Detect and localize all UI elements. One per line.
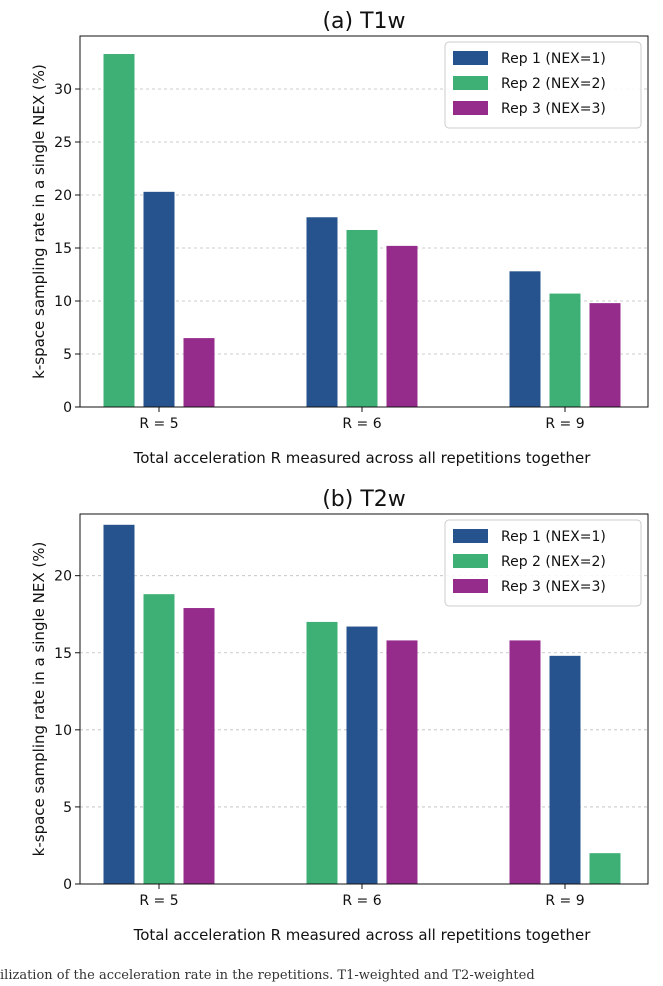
bar bbox=[306, 217, 338, 407]
bar bbox=[183, 608, 215, 884]
y-tick-label: 15 bbox=[54, 241, 72, 257]
plot-frame bbox=[79, 35, 649, 408]
bar bbox=[386, 245, 418, 407]
bar bbox=[143, 191, 175, 407]
y-tick-label: 5 bbox=[63, 800, 72, 816]
bar bbox=[103, 54, 135, 408]
y-tick-label: 25 bbox=[54, 135, 72, 151]
y-axis-label: k-space sampling rate in a single NEX (%… bbox=[30, 542, 48, 857]
legend-label: Rep 2 (NEX=2) bbox=[501, 76, 606, 92]
legend-swatch bbox=[453, 101, 488, 115]
legend-swatch bbox=[453, 76, 488, 90]
chart-title: (b) T2w bbox=[322, 487, 406, 512]
y-tick-label: 10 bbox=[54, 723, 72, 739]
y-tick-label: 5 bbox=[63, 347, 72, 363]
bar bbox=[103, 524, 135, 884]
chart-panel-2: R = 5 R = 6 R = 9 0 5 10 15 20 (b) T2w Total acce… bbox=[30, 487, 649, 944]
x-tick-label: R = 5 bbox=[139, 416, 178, 432]
bar bbox=[549, 655, 581, 884]
bar bbox=[386, 640, 418, 884]
bar bbox=[183, 338, 215, 407]
x-axis-label: Total acceleration R measured across all… bbox=[133, 926, 592, 944]
legend-swatch bbox=[453, 554, 488, 568]
y-tick-label: 0 bbox=[63, 400, 72, 416]
plot-frame bbox=[79, 513, 649, 885]
bar bbox=[143, 594, 175, 884]
bar bbox=[549, 293, 581, 407]
bar bbox=[509, 640, 541, 884]
legend-label: Rep 3 (NEX=3) bbox=[501, 579, 606, 595]
figure-caption: ilization of the acceleration rate in th… bbox=[0, 968, 535, 983]
y-tick-label: 20 bbox=[54, 569, 72, 585]
y-tick-label: 10 bbox=[54, 294, 72, 310]
bar bbox=[589, 303, 621, 407]
legend-swatch bbox=[453, 579, 488, 593]
legend-swatch bbox=[453, 51, 488, 65]
chart-title: (a) T1w bbox=[322, 9, 405, 34]
legend-box bbox=[444, 41, 642, 129]
bar bbox=[509, 271, 541, 407]
legend-label: Rep 2 (NEX=2) bbox=[501, 554, 606, 570]
x-tick-label: R = 5 bbox=[139, 893, 178, 909]
bar bbox=[346, 229, 378, 407]
legend-box bbox=[444, 519, 642, 607]
legend-label: Rep 1 (NEX=1) bbox=[501, 51, 606, 67]
y-tick-label: 30 bbox=[54, 82, 72, 98]
bar bbox=[589, 853, 621, 884]
y-tick-label: 20 bbox=[54, 188, 72, 204]
legend-swatch bbox=[453, 529, 488, 543]
x-tick-label: R = 9 bbox=[545, 416, 584, 432]
legend-label: Rep 3 (NEX=3) bbox=[501, 101, 606, 117]
x-tick-label: R = 6 bbox=[342, 416, 381, 432]
x-tick-label: R = 6 bbox=[342, 893, 381, 909]
y-axis-label: k-space sampling rate in a single NEX (%… bbox=[30, 64, 48, 379]
bar bbox=[306, 621, 338, 884]
chart-panel-1: R = 5 R = 6 R = 9 0 5 10 15 20 25 30 (a) T1w Total … bbox=[30, 9, 649, 467]
legend: Rep 1 (NEX=1) Rep 2 (NEX=2) Rep 3 (NEX=3) bbox=[444, 41, 642, 129]
legend-label: Rep 1 (NEX=1) bbox=[501, 529, 606, 545]
legend: Rep 1 (NEX=1) Rep 2 (NEX=2) Rep 3 (NEX=3) bbox=[444, 519, 642, 607]
bar bbox=[346, 626, 378, 884]
x-tick-label: R = 9 bbox=[545, 893, 584, 909]
y-tick-label: 15 bbox=[54, 646, 72, 662]
x-axis-label: Total acceleration R measured across all… bbox=[133, 449, 592, 467]
y-tick-label: 0 bbox=[63, 877, 72, 893]
